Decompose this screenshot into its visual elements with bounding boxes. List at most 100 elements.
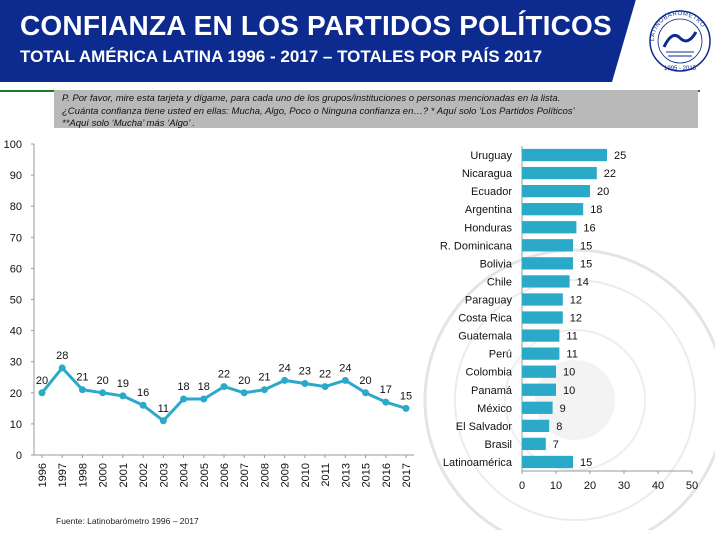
- bar-value-label: 16: [583, 222, 595, 234]
- bar-value-label: 7: [553, 439, 559, 451]
- x-tick-label: 2008: [259, 463, 271, 487]
- data-point: [200, 395, 208, 403]
- bar-value-label: 22: [604, 168, 616, 180]
- data-label: 21: [258, 372, 270, 384]
- page-subtitle: TOTAL AMÉRICA LATINA 1996 - 2017 – TOTAL…: [20, 47, 543, 66]
- bar-category-label: El Salvador: [456, 421, 513, 433]
- bar-value-label: 20: [597, 186, 609, 198]
- bar-category-label: Colombia: [466, 367, 513, 379]
- data-label: 18: [177, 381, 189, 393]
- y-tick-label: 10: [10, 419, 22, 431]
- x-tick-label: 2015: [361, 463, 373, 487]
- data-label: 24: [339, 362, 351, 374]
- data-label: 17: [380, 384, 392, 396]
- y-tick-label: 40: [10, 326, 22, 338]
- data-point: [38, 389, 46, 397]
- bar: [522, 455, 573, 469]
- bar-value-label: 11: [566, 331, 577, 343]
- x-tick-label: 1996: [37, 463, 49, 487]
- bar: [522, 221, 577, 234]
- watermark-seal: [423, 248, 715, 530]
- y-tick-label: 50: [10, 295, 22, 307]
- bar: [522, 311, 563, 324]
- y-tick-label: 80: [10, 201, 22, 213]
- x-tick-label: 2005: [199, 463, 211, 487]
- latinobarometro-logo: LATINOBARÓMETRO 1995 - 2015: [612, 0, 720, 82]
- data-point: [240, 389, 248, 397]
- bar-value-label: 8: [556, 421, 562, 433]
- bar-category-label: Perú: [489, 349, 512, 361]
- data-label: 22: [319, 369, 331, 381]
- data-point: [139, 401, 147, 409]
- data-label: 11: [158, 403, 169, 415]
- bar-value-label: 15: [580, 258, 592, 270]
- data-point: [260, 386, 268, 394]
- header-banner: CONFIANZA EN LOS PARTIDOS POLÍTICOS TOTA…: [0, 0, 720, 82]
- bar-category-label: Bolivia: [480, 258, 513, 270]
- bar-x-tick-label: 30: [618, 480, 630, 492]
- data-point: [58, 364, 66, 372]
- bar-value-label: 25: [614, 150, 626, 162]
- logo-years: 1995 - 2015: [664, 66, 697, 72]
- x-tick-label: 1998: [77, 463, 89, 487]
- bar: [522, 419, 550, 432]
- line-chart: 0 10 20 30 40 50 60 70 80 90 100 1996 1997 1998 2000 20…: [4, 139, 414, 487]
- bar: [522, 185, 590, 198]
- bar: [522, 239, 573, 252]
- x-tick-label: 1997: [57, 463, 69, 487]
- bar: [522, 401, 553, 414]
- data-label: 23: [299, 365, 311, 377]
- bar-category-label: Ecuador: [471, 186, 512, 198]
- y-tick-label: 20: [10, 388, 22, 400]
- data-label: 19: [117, 378, 129, 390]
- y-tick-label: 90: [10, 170, 22, 182]
- bar: [522, 275, 570, 288]
- bar-value-label: 11: [566, 349, 577, 361]
- bar-category-label: Panamá: [471, 385, 513, 397]
- data-point: [301, 379, 309, 387]
- x-tick-label: 2013: [340, 463, 352, 487]
- question-line-1: P. Por favor, mire esta tarjeta y dígame…: [62, 93, 561, 104]
- data-point: [220, 383, 228, 391]
- x-tick-label: 2006: [219, 463, 231, 487]
- x-tick-label: 2017: [401, 463, 413, 487]
- bar-category-label: Uruguay: [470, 150, 512, 162]
- bar-category-label: Chile: [487, 276, 512, 288]
- bar-x-tick-label: 0: [519, 480, 525, 492]
- x-tick-label: 2000: [98, 463, 110, 487]
- bar: [522, 347, 560, 360]
- bar: [522, 329, 560, 342]
- bar-value-label: 9: [560, 403, 566, 415]
- bar-x-tick-label: 10: [550, 480, 562, 492]
- bar-x-tick-label: 20: [584, 480, 596, 492]
- bar: [522, 437, 546, 451]
- x-tick-label: 2003: [158, 463, 170, 487]
- y-tick-label: 60: [10, 263, 22, 275]
- bar: [522, 257, 573, 270]
- data-label: 28: [56, 350, 68, 362]
- data-point: [321, 383, 329, 391]
- bar: [522, 383, 556, 396]
- question-box: P. Por favor, mire esta tarjeta y dígame…: [54, 90, 698, 129]
- question-line-2: ¿Cuánta confianza tiene usted en ellas: …: [62, 105, 575, 117]
- data-label: 18: [198, 381, 210, 393]
- data-label: 20: [97, 375, 109, 387]
- x-tick-label: 2010: [300, 463, 312, 487]
- bar-category-label: México: [477, 403, 512, 415]
- x-tick-label: 2007: [239, 463, 251, 487]
- bar-value-label: 15: [580, 240, 592, 252]
- bar: [522, 148, 607, 162]
- bar-x-tick-label: 40: [652, 480, 664, 492]
- bar-value-label: 10: [563, 385, 575, 397]
- data-point: [341, 376, 349, 384]
- y-tick-label: 100: [4, 139, 22, 151]
- data-label: 22: [218, 369, 230, 381]
- bar-category-label: Guatemala: [458, 331, 513, 343]
- data-label: 20: [36, 375, 48, 387]
- data-point: [382, 398, 390, 406]
- x-tick-label: 2009: [280, 463, 292, 487]
- data-label: 15: [400, 390, 412, 402]
- data-label: 20: [359, 375, 371, 387]
- x-tick-label: 2011: [320, 463, 332, 487]
